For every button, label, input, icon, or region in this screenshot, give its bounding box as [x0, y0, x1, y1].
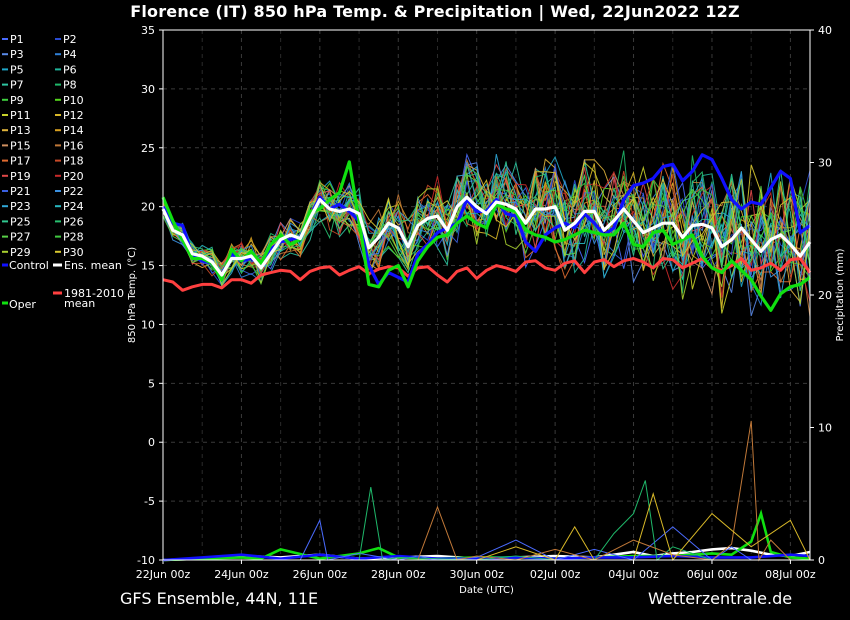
- legend-label-p15: P15: [10, 139, 31, 152]
- y2-tick-label: 10: [818, 422, 832, 435]
- precip-line-p8: [163, 480, 713, 561]
- x-axis-label: Date (UTC): [459, 585, 514, 596]
- legend-label-p21: P21: [10, 185, 31, 198]
- temperature-series-group: [161, 150, 812, 317]
- x-tick-label: 22Jun 00z: [136, 568, 191, 581]
- legend-label-control: Control: [9, 259, 49, 272]
- member-line-p28: [162, 166, 811, 279]
- legend-label-p19: P19: [10, 170, 31, 183]
- legend-label-p6: P6: [63, 63, 77, 76]
- y-axis-right: 40 30 20 10 0: [810, 24, 832, 567]
- plot-frame: [162, 29, 811, 561]
- x-tick-label: 26Jun 00z: [293, 568, 348, 581]
- legend-label-p1: P1: [10, 33, 24, 46]
- precip-line-p1: [163, 518, 752, 561]
- legend-label-p28: P28: [63, 231, 84, 244]
- member-line-p15: [162, 167, 811, 296]
- x-tick-label: 04Jul 00z: [608, 568, 659, 581]
- y-tick-label: 30: [141, 83, 155, 96]
- series-line-ens-mean: [161, 195, 812, 277]
- member-line-p26: [162, 170, 811, 275]
- legend-label-climatology-2: mean: [64, 297, 95, 310]
- legend-label-p8: P8: [63, 79, 77, 92]
- legend-label-p11: P11: [10, 109, 31, 122]
- series-line-oper: [161, 160, 811, 312]
- legend-label-p25: P25: [10, 215, 31, 228]
- y-axis-label: 850 hPa Temp. (°C): [127, 247, 138, 343]
- y2-tick-label: 30: [818, 157, 832, 170]
- legend-label-p13: P13: [10, 124, 31, 137]
- footer-source: Wetterzentrale.de: [648, 589, 793, 608]
- x-tick-label: 30Jun 00z: [449, 568, 504, 581]
- y-tick-label: -10: [137, 554, 155, 567]
- legend-label-p23: P23: [10, 200, 31, 213]
- legend-label-p30: P30: [63, 246, 84, 259]
- y2-axis-label: Precipitation (mm): [835, 248, 846, 341]
- y-axis-left: 35 30 25 20 15 10 5 0 -5 -10: [137, 24, 163, 567]
- legend-label-ens-mean: Ens. mean: [64, 259, 122, 272]
- x-tick-label: 06Jul 00z: [687, 568, 738, 581]
- legend-label-p26: P26: [63, 215, 84, 228]
- legend-label-p22: P22: [63, 185, 84, 198]
- x-tick-label: 08Jul 00z: [765, 568, 816, 581]
- legend-label-p10: P10: [63, 94, 84, 107]
- legend-label-p14: P14: [63, 124, 84, 137]
- y-tick-label: 15: [141, 260, 155, 273]
- y2-tick-label: 20: [818, 289, 832, 302]
- legend-label-oper: Oper: [9, 298, 36, 311]
- legend: P1 P2 P3 P4 P5 P6 P7 P8 P9 P10 P11 P12 P13 P14 P15 P16 P…: [2, 33, 124, 311]
- x-tick-label: 28Jun 00z: [371, 568, 426, 581]
- legend-label-p27: P27: [10, 231, 31, 244]
- legend-label-p12: P12: [63, 109, 84, 122]
- precip-line-p16: [163, 420, 791, 562]
- legend-label-p3: P3: [10, 48, 24, 61]
- legend-label-p29: P29: [10, 246, 31, 259]
- legend-label-p7: P7: [10, 79, 24, 92]
- chart-title: Florence (IT) 850 hPa Temp. & Precipitat…: [130, 2, 740, 21]
- legend-label-p20: P20: [63, 170, 84, 183]
- legend-label-p5: P5: [10, 63, 24, 76]
- y2-tick-label: 0: [818, 554, 825, 567]
- y2-tick-label: 40: [818, 24, 832, 37]
- member-line-p22: [162, 161, 811, 278]
- footer-model-info: GFS Ensemble, 44N, 11E: [120, 589, 319, 608]
- legend-label-p9: P9: [10, 94, 24, 107]
- y-tick-label: 5: [148, 377, 155, 390]
- y-tick-label: 10: [141, 318, 155, 331]
- x-tick-label: 24Jun 00z: [214, 568, 269, 581]
- chart-grid: [162, 29, 810, 561]
- precip-series-group: [162, 420, 811, 562]
- legend-label-climatology: 1981-2010: [64, 287, 124, 300]
- y-tick-label: 25: [141, 142, 155, 155]
- y-tick-label: 20: [141, 201, 155, 214]
- legend-label-p16: P16: [63, 139, 84, 152]
- legend-label-p4: P4: [63, 48, 77, 61]
- y-tick-label: 35: [141, 24, 155, 37]
- x-tick-label: 02Jul 00z: [530, 568, 581, 581]
- legend-label-p18: P18: [63, 155, 84, 168]
- legend-label-p2: P2: [63, 33, 77, 46]
- legend-label-p17: P17: [10, 155, 31, 168]
- legend-label-p24: P24: [63, 200, 84, 213]
- y-tick-label: 0: [148, 436, 155, 449]
- y-tick-label: -5: [144, 495, 155, 508]
- x-axis: 22Jun 00z 24Jun 00z 26Jun 00z 28Jun 00z 30Ju…: [136, 560, 816, 581]
